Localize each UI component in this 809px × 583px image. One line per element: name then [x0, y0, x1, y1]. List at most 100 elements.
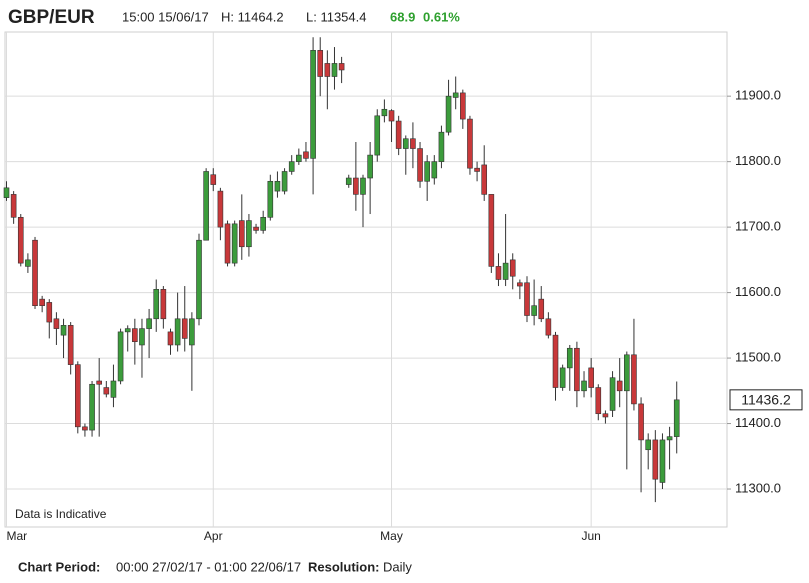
candle-body [46, 302, 53, 323]
time: 15:00 15/06/17 [122, 9, 209, 24]
x-tick-label: Jun [581, 529, 600, 543]
candle-body [67, 325, 74, 365]
x-tick-label: Mar [7, 529, 28, 543]
change: 68.9 [390, 9, 415, 24]
annotation: Data is Indicative [15, 507, 107, 521]
candle-body [474, 167, 480, 172]
candle-body [631, 354, 637, 405]
candle-body [481, 164, 488, 195]
candle-body [139, 328, 145, 346]
low: L: 11354.4 [306, 9, 366, 24]
candle-body [224, 223, 231, 264]
candle-body [652, 439, 659, 480]
candle-body [616, 380, 623, 392]
candle-body [167, 331, 174, 346]
x-tick-label: Apr [204, 529, 223, 543]
candle-body [381, 108, 388, 117]
candle-body [89, 383, 95, 431]
candle-body [395, 120, 402, 149]
candle-body [246, 220, 252, 248]
resolution-label: Resolution: [308, 559, 380, 574]
change-pct: 0.61% [423, 9, 460, 24]
candle-body [153, 289, 160, 320]
candle-body [467, 118, 473, 169]
candle-body [602, 413, 609, 418]
candle-body [624, 354, 630, 392]
high: H: 11464.2 [221, 9, 284, 24]
y-tick-label: 11400.0 [735, 415, 781, 430]
candle-body [438, 131, 445, 162]
candle-body [146, 318, 152, 329]
candle-body [260, 216, 266, 231]
candle-body [424, 161, 430, 182]
chart-title: GBP/EUR [8, 7, 95, 28]
candle-body [10, 194, 17, 218]
candle-body [253, 226, 259, 231]
y-tick-label: 11500.0 [735, 350, 781, 365]
candle-body [360, 177, 366, 195]
candle-body [210, 174, 217, 185]
candle-body [110, 380, 117, 398]
candle-body [517, 282, 523, 287]
plot-frame [4, 31, 728, 528]
candle-body [588, 367, 594, 388]
candle-body [317, 50, 324, 77]
candle-body [296, 154, 302, 162]
candle-body [417, 148, 423, 182]
candle-body [524, 282, 530, 316]
candle-body [303, 151, 309, 159]
candle-body [338, 63, 345, 71]
candle-body [566, 347, 573, 369]
candle-body [673, 399, 680, 437]
candle-body [274, 180, 281, 192]
candle-body [402, 138, 409, 149]
candle-body [559, 367, 566, 388]
candle-body [353, 177, 359, 195]
candle-body [25, 259, 31, 267]
candle-body [324, 63, 331, 77]
candle-body [495, 266, 502, 280]
candle-body [96, 380, 102, 385]
price-box [729, 389, 803, 411]
y-tick-label: 11800.0 [735, 153, 781, 168]
candle-body [103, 387, 110, 395]
candle-body [431, 161, 438, 179]
candle-body [445, 95, 452, 133]
candle-body [609, 377, 616, 411]
candle-body [288, 161, 295, 172]
candle-body [132, 328, 138, 343]
candle-body [174, 318, 181, 346]
candle-body [545, 318, 552, 336]
candle-body [388, 110, 395, 122]
candle-body [310, 50, 316, 159]
candle-body [581, 380, 587, 392]
candle-body [189, 318, 195, 346]
y-tick-label: 11300.0 [735, 480, 781, 495]
candle-body [53, 318, 60, 329]
candle-body [238, 220, 245, 248]
period: 00:00 27/02/17 - 01:00 22/06/17 [116, 559, 301, 574]
candle-body [3, 187, 10, 198]
candle-body [645, 439, 652, 451]
candle-body [460, 92, 466, 120]
candle-body [410, 138, 416, 149]
x-tick-label: May [380, 529, 403, 543]
candle-body [267, 180, 274, 218]
candle-body [217, 190, 224, 228]
candle-body [281, 171, 288, 192]
candle-body [17, 216, 24, 264]
resolution: Daily [383, 559, 412, 574]
candle-body [196, 239, 202, 320]
candle-body [574, 347, 580, 392]
candle-body [509, 259, 516, 277]
candle-body [160, 289, 167, 320]
candle-body [638, 403, 644, 441]
candle-body [552, 334, 559, 388]
price-label: 11436.2 [741, 392, 791, 408]
y-tick-label: 11600.0 [735, 284, 781, 299]
candle-body [331, 63, 338, 77]
candle-body [39, 298, 45, 306]
candle-body [231, 223, 238, 264]
candle-body [531, 305, 537, 316]
